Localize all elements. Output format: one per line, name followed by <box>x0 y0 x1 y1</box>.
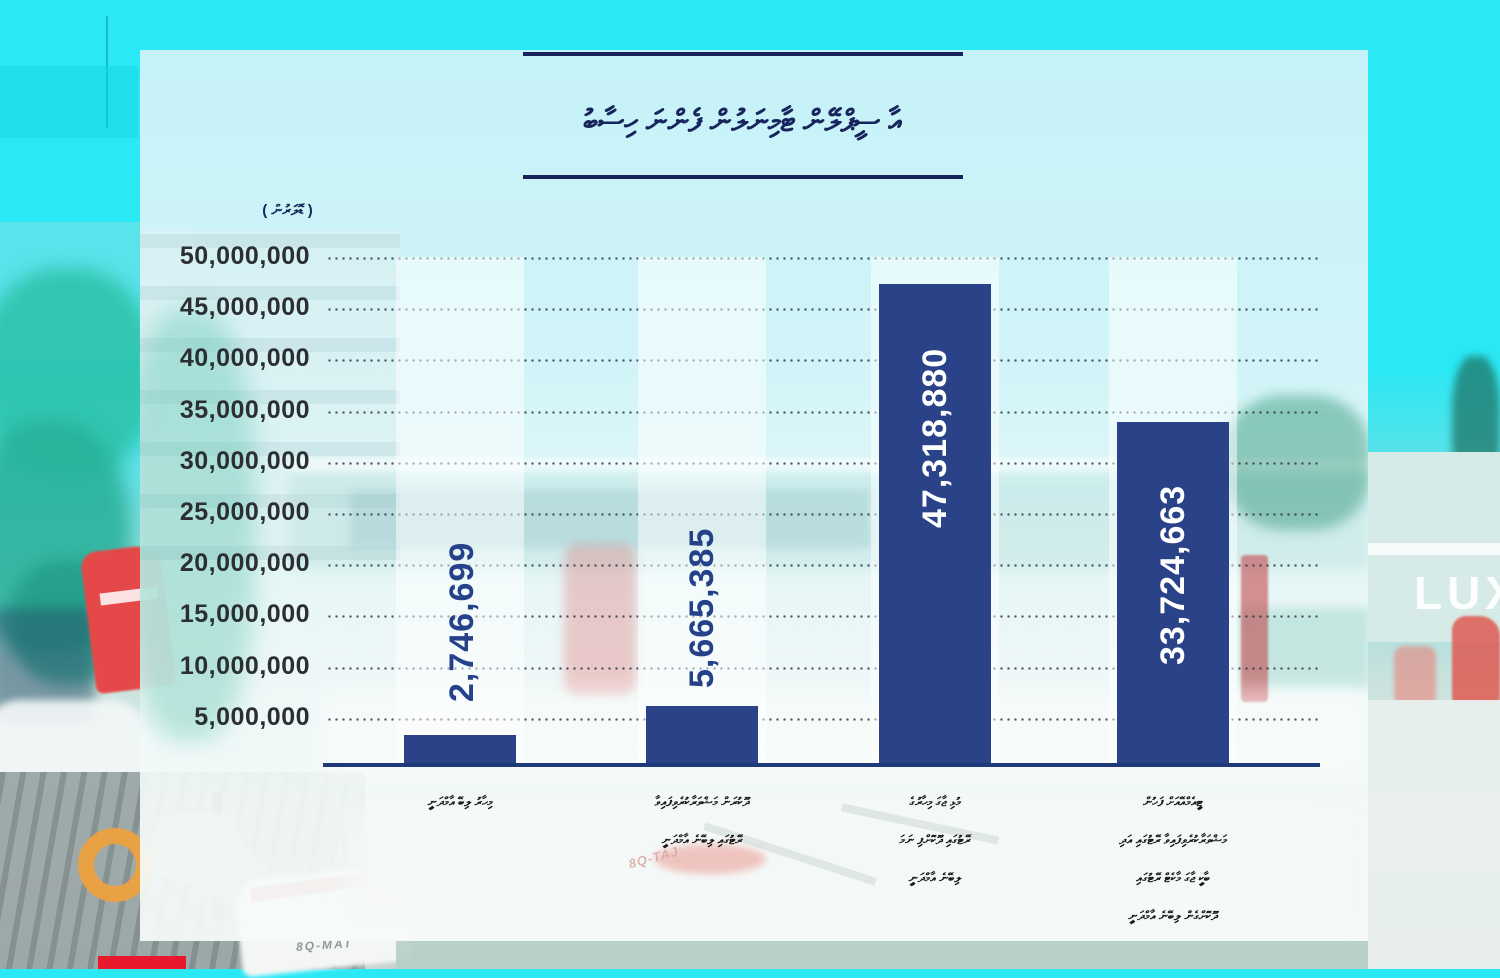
bar-value-label: 2,746,699 <box>443 541 481 702</box>
bar-value-label: 33,724,663 <box>1154 484 1192 665</box>
category-line: ދޫކުރަން މަޝްވަރާކުރެވިފައިވާ <box>654 795 750 809</box>
washed-photo-area <box>1368 700 1500 969</box>
x-axis-line <box>323 763 1320 767</box>
tree-ghost <box>140 310 255 740</box>
gridline <box>326 564 1320 567</box>
gridline <box>326 462 1320 465</box>
gridline <box>326 411 1320 414</box>
gridline <box>326 667 1320 670</box>
seaplane-tail-ghost <box>564 544 636 696</box>
bar-value-label: 47,318,880 <box>916 347 954 528</box>
bar-mixed-rate-income <box>1117 421 1229 763</box>
bar-market-rate-income <box>879 284 991 763</box>
y-tick-label: 25,000,000 <box>179 498 310 526</box>
category-line: މަޝްވަރާކުރެވިފައިވާ ރޭޓުގައި އަދި <box>1119 833 1227 847</box>
y-tick-label: 5,000,000 <box>194 703 310 731</box>
category-line: ޓީއެމްއޭއަށް ފަހުން <box>1143 795 1203 809</box>
y-tick-label: 20,000,000 <box>179 549 310 577</box>
gridline <box>326 308 1320 311</box>
terminal-roof-ghost <box>290 458 1368 472</box>
red-cowling-ghost <box>654 844 766 874</box>
category-line: ބާކީ ޖާގަ މާކެޓް ރޭޓުގައި <box>1136 871 1210 885</box>
y-tick-label: 45,000,000 <box>179 293 310 321</box>
seaplane-tail-red <box>1452 616 1500 702</box>
y-tick-label: 10,000,000 <box>179 652 310 680</box>
gridline <box>326 257 1320 260</box>
category-line: މިހާރު ލިބޭ އާމްދަނީ <box>427 795 493 809</box>
category-line: މުޅި ޖާގަ މިހާރުގެ <box>909 795 961 809</box>
seaplane-tail-red <box>1394 646 1436 706</box>
column-band <box>396 257 524 763</box>
gridline <box>326 718 1320 721</box>
category-label: ދޫކުރަން މަޝްވަރާކުރެވިފައިވާ ރޭޓުގައި ލ… <box>572 783 832 859</box>
y-tick-label: 40,000,000 <box>179 344 310 372</box>
lux-sign-text: LUX <box>1414 567 1500 619</box>
chart-panel: 8Q-TAJ އާ ސީޕްލޭން ޓާމިނަލުން ފެންނަ ހިސ… <box>140 50 1368 941</box>
bar-negotiated-rate-income <box>646 705 758 763</box>
red-logo-bar <box>98 956 186 969</box>
category-line: ލިބޭނެ އާމްދަނީ <box>908 871 962 885</box>
city-building-silhouette <box>0 66 138 138</box>
column-band <box>638 257 766 763</box>
building-ghost <box>140 230 400 560</box>
y-tick-label: 15,000,000 <box>179 600 310 628</box>
gridline <box>326 359 1320 362</box>
title-rule-top <box>523 52 963 56</box>
axis-unit-label: ( ޑޮލަރުން ) <box>262 202 313 219</box>
category-label: ޓީއެމްއޭއަށް ފަހުން މަޝްވަރާކުރެވިފައިވާ… <box>1043 783 1303 935</box>
red-banner-ghost <box>1241 555 1268 702</box>
sea-water <box>396 940 1371 969</box>
gridline <box>326 513 1320 516</box>
category-line: ރޭޓުގައި ލިބޭނެ އާމްދަނީ <box>661 833 743 847</box>
gridline <box>326 615 1320 618</box>
category-label: މިހާރު ލިބޭ އާމްދަނީ <box>330 783 590 821</box>
y-tick-label: 50,000,000 <box>179 242 310 270</box>
y-tick-label: 35,000,000 <box>179 396 310 424</box>
category-line: ރޭޓުގައި ދޫކޮށްފި ނަމަ <box>899 833 971 847</box>
terminal-roofline <box>1368 543 1500 555</box>
bar-current-income <box>404 735 516 763</box>
chart-title: އާ ސީޕްލޭން ޓާމިނަލުން ފެންނަ ހިސާބު <box>583 105 903 138</box>
y-tick-label: 30,000,000 <box>179 447 310 475</box>
category-line: ދޫކޮށްގެން ލިބޭނެ އާމްދަނީ <box>1128 909 1218 923</box>
category-label: މުޅި ޖާގަ މިހާރުގެ ރޭޓުގައި ދޫކޮށްފި ނަމ… <box>805 783 1065 897</box>
bar-value-label: 5,665,385 <box>683 527 721 688</box>
title-rule-bottom <box>523 175 963 179</box>
